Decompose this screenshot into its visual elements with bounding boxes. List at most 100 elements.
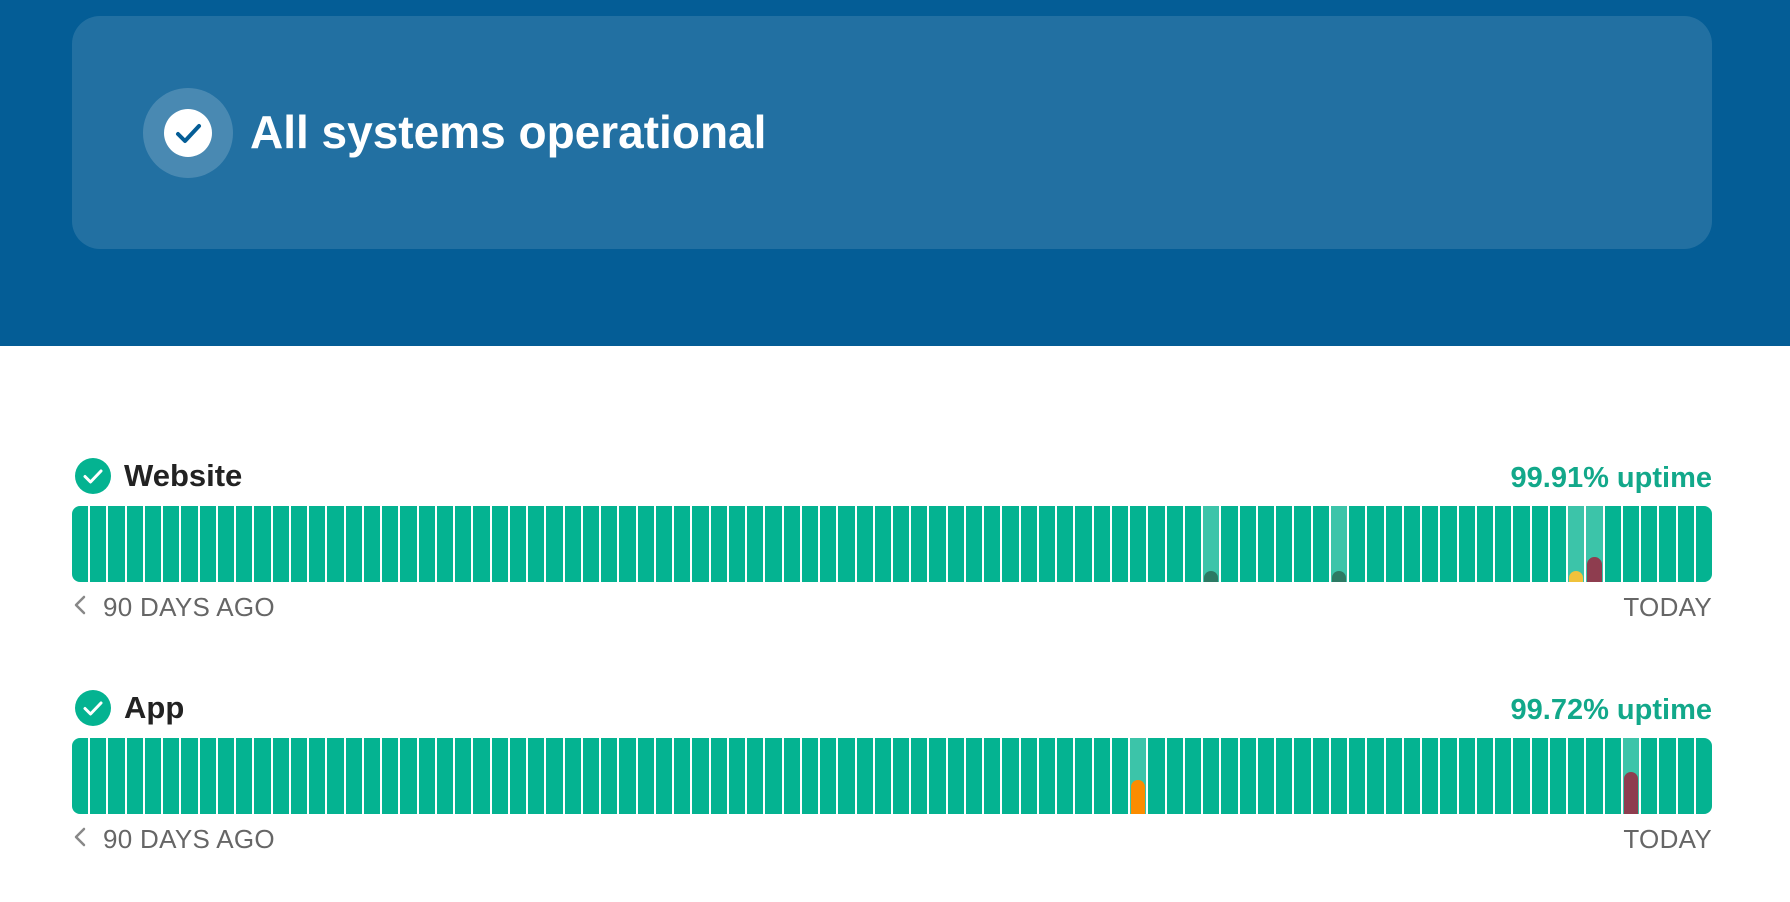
uptime-day-bar[interactable] <box>1093 738 1110 814</box>
uptime-day-bar[interactable] <box>1568 738 1585 814</box>
uptime-day-bar[interactable] <box>1367 506 1384 582</box>
uptime-day-bar[interactable] <box>126 738 143 814</box>
uptime-day-bar[interactable] <box>1440 506 1457 582</box>
uptime-day-bar[interactable] <box>400 506 417 582</box>
uptime-day-bar[interactable] <box>582 738 600 814</box>
uptime-day-bar[interactable] <box>1111 506 1129 582</box>
uptime-day-bar[interactable] <box>1221 506 1238 582</box>
component-name[interactable]: Website <box>124 458 243 493</box>
uptime-day-bar[interactable] <box>929 506 946 582</box>
uptime-day-bar[interactable] <box>1276 738 1293 814</box>
uptime-day-bar[interactable] <box>856 738 873 814</box>
uptime-day-bar[interactable] <box>1422 738 1439 814</box>
uptime-day-bar[interactable] <box>1294 738 1311 814</box>
uptime-day-bar[interactable] <box>1513 738 1530 814</box>
uptime-day-bar[interactable] <box>1184 506 1202 582</box>
uptime-day-bar[interactable] <box>655 738 673 814</box>
uptime-day-bar[interactable] <box>1641 738 1658 814</box>
uptime-day-bar[interactable] <box>692 506 709 582</box>
uptime-day-bar[interactable] <box>1294 506 1311 582</box>
uptime-day-bar[interactable] <box>674 738 691 814</box>
uptime-day-bar[interactable] <box>893 506 910 582</box>
uptime-day-bar[interactable] <box>911 506 928 582</box>
uptime-day-bar[interactable] <box>90 738 107 814</box>
uptime-day-bar[interactable] <box>1495 506 1512 582</box>
uptime-day-bar[interactable] <box>893 738 910 814</box>
uptime-day-bar[interactable] <box>1549 506 1567 582</box>
uptime-day-bar[interactable] <box>254 738 271 814</box>
uptime-day-bar[interactable] <box>1184 738 1202 814</box>
uptime-day-bar[interactable] <box>400 738 417 814</box>
uptime-day-bar[interactable] <box>1586 506 1603 582</box>
uptime-day-bar[interactable] <box>528 506 545 582</box>
uptime-day-bar[interactable] <box>1549 738 1567 814</box>
uptime-day-bar[interactable] <box>1057 738 1074 814</box>
uptime-day-bar[interactable] <box>327 738 344 814</box>
uptime-day-bar[interactable] <box>710 738 727 814</box>
uptime-day-bar[interactable] <box>1641 506 1658 582</box>
uptime-day-bar[interactable] <box>1458 506 1475 582</box>
uptime-day-bar[interactable] <box>272 506 289 582</box>
uptime-day-bar[interactable] <box>144 738 162 814</box>
uptime-day-bar[interactable] <box>546 738 563 814</box>
uptime-day-bar[interactable] <box>947 506 964 582</box>
uptime-day-bar[interactable] <box>436 738 454 814</box>
uptime-day-bar[interactable] <box>1093 506 1110 582</box>
uptime-day-bar[interactable] <box>765 506 782 582</box>
uptime-day-bar[interactable] <box>1659 738 1676 814</box>
uptime-day-bar[interactable] <box>108 738 125 814</box>
uptime-day-bar[interactable] <box>874 506 891 582</box>
uptime-day-bar[interactable] <box>1677 738 1694 814</box>
uptime-day-bar[interactable] <box>1476 738 1494 814</box>
uptime-day-bar[interactable] <box>637 506 654 582</box>
uptime-day-bar[interactable] <box>1130 506 1147 582</box>
uptime-day-bar[interactable] <box>1075 506 1092 582</box>
uptime-day-bar[interactable] <box>1622 506 1639 582</box>
uptime-day-bar[interactable] <box>236 506 253 582</box>
uptime-day-bar[interactable] <box>1568 506 1585 582</box>
uptime-day-bar[interactable] <box>838 506 855 582</box>
uptime-day-bar[interactable] <box>1203 506 1220 582</box>
uptime-day-bar[interactable] <box>418 738 435 814</box>
uptime-day-bar[interactable] <box>947 738 964 814</box>
uptime-day-bar[interactable] <box>254 506 271 582</box>
uptime-day-bar[interactable] <box>1057 506 1074 582</box>
uptime-day-bar[interactable] <box>801 738 818 814</box>
uptime-day-bar[interactable] <box>1166 738 1183 814</box>
uptime-day-bar[interactable] <box>965 738 983 814</box>
uptime-day-bar[interactable] <box>692 738 709 814</box>
uptime-day-bar[interactable] <box>199 738 216 814</box>
uptime-day-bar[interactable] <box>728 738 746 814</box>
uptime-day-bar[interactable] <box>820 506 837 582</box>
uptime-day-bar[interactable] <box>1367 738 1384 814</box>
uptime-day-bar[interactable] <box>1203 738 1220 814</box>
uptime-day-bar[interactable] <box>929 738 946 814</box>
uptime-day-bar[interactable] <box>984 738 1001 814</box>
uptime-day-bar[interactable] <box>72 506 89 582</box>
component-name[interactable]: App <box>124 690 185 725</box>
uptime-day-bar[interactable] <box>801 506 818 582</box>
uptime-day-bar[interactable] <box>1403 738 1421 814</box>
uptime-day-bar[interactable] <box>181 738 198 814</box>
uptime-day-bar[interactable] <box>1239 506 1256 582</box>
uptime-day-bar[interactable] <box>1385 738 1402 814</box>
uptime-day-bar[interactable] <box>619 506 636 582</box>
uptime-day-bar[interactable] <box>1385 506 1402 582</box>
uptime-day-bar[interactable] <box>509 506 527 582</box>
uptime-day-bar[interactable] <box>1495 738 1512 814</box>
uptime-day-bar[interactable] <box>1349 738 1366 814</box>
uptime-day-bar[interactable] <box>217 738 235 814</box>
uptime-day-bar[interactable] <box>455 738 472 814</box>
uptime-day-bar[interactable] <box>1276 506 1293 582</box>
uptime-day-bar[interactable] <box>747 506 764 582</box>
uptime-day-bar[interactable] <box>674 506 691 582</box>
uptime-day-bar[interactable] <box>564 506 581 582</box>
uptime-day-bar[interactable] <box>1239 738 1256 814</box>
uptime-day-bar[interactable] <box>984 506 1001 582</box>
uptime-day-bar[interactable] <box>1677 506 1694 582</box>
uptime-day-bar[interactable] <box>1604 506 1621 582</box>
uptime-day-bar[interactable] <box>582 506 600 582</box>
uptime-day-bar[interactable] <box>436 506 454 582</box>
chevron-left-icon[interactable] <box>72 826 88 853</box>
uptime-day-bar[interactable] <box>309 506 326 582</box>
